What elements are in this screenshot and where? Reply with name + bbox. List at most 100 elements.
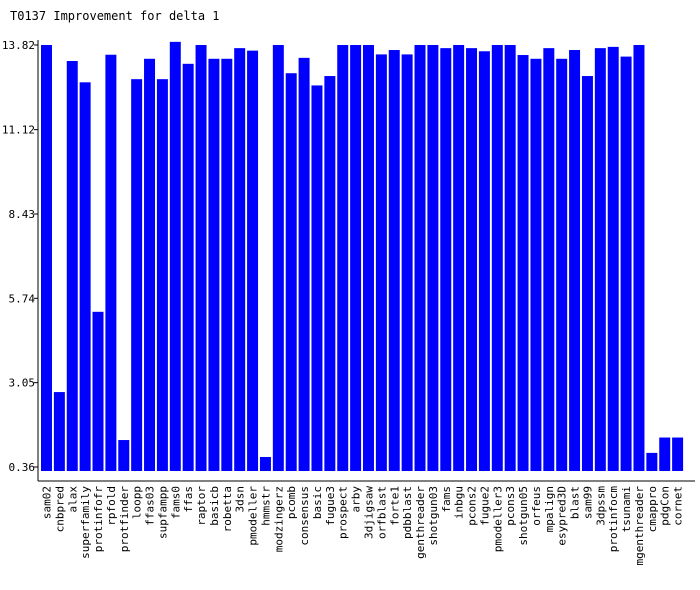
- bar-fams: [440, 48, 452, 471]
- bar-pcons3: [504, 45, 516, 471]
- x-tick-label: modzingerz: [272, 486, 285, 552]
- bar-ffas: [182, 63, 194, 472]
- x-tick-label: sam99: [581, 486, 594, 519]
- bar-pcomb: [285, 73, 297, 471]
- bar-cornet: [672, 437, 684, 471]
- bars: [41, 41, 684, 472]
- bar-protinfofr: [92, 311, 104, 471]
- y-tick-label: 3.05: [9, 377, 36, 390]
- x-tick-label: pdbblast: [401, 486, 414, 539]
- bar-fugue3: [324, 76, 336, 471]
- x-tick-label: fugue2: [478, 486, 491, 526]
- bar-shotgun05: [517, 55, 529, 471]
- bar-mgenthreader: [633, 45, 645, 471]
- x-tick-label: fams0: [169, 486, 182, 519]
- bar-consensus: [298, 57, 310, 471]
- x-tick-label: mpalign: [543, 486, 556, 532]
- y-tick-label: 13.82: [2, 39, 35, 52]
- bar-protfinder: [118, 440, 130, 471]
- x-tick-label: ffas: [182, 486, 195, 513]
- bar-modzingerz: [272, 45, 284, 471]
- bar-cmappro: [646, 452, 658, 471]
- bar-fams0: [169, 41, 181, 472]
- x-tick-label: protfinder: [118, 486, 131, 553]
- x-tick-label: protinfocm: [607, 486, 620, 553]
- bar-sam02: [41, 45, 52, 471]
- x-tick-label: blast: [569, 486, 582, 519]
- bar-superfamily: [79, 82, 91, 471]
- x-tick-label: cmappro: [646, 486, 659, 532]
- x-tick-label: sam02: [40, 486, 53, 519]
- bar-pcons2: [466, 48, 478, 471]
- bar-genthreader: [414, 45, 426, 471]
- bar-inbgu: [453, 45, 465, 471]
- bar-fugue2: [478, 51, 490, 472]
- y-tick-label: 0.36: [9, 461, 36, 474]
- x-tick-label: superfamily: [79, 486, 92, 559]
- bar-forte1: [388, 50, 400, 472]
- x-tick-label: inbgu: [453, 486, 466, 519]
- x-tick-label: pcons2: [466, 486, 479, 526]
- x-tick-label: orfeus: [530, 486, 543, 526]
- x-tick-label: alax: [66, 486, 79, 513]
- x-tick-label: loopp: [131, 486, 144, 519]
- y-axis-ticks: 0.36 3.05 5.74 8.43 11.12 13.82: [2, 39, 38, 474]
- y-tick-label: 5.74: [9, 292, 36, 305]
- bar-loopp: [131, 79, 143, 472]
- bar-rpfold: [105, 54, 117, 471]
- x-tick-label: esypred3D: [556, 486, 569, 546]
- x-tick-label: cnbpred: [53, 486, 66, 532]
- bar-3dsn: [234, 48, 246, 471]
- y-tick-label: 8.43: [9, 208, 36, 221]
- x-tick-label: pmodeller3: [491, 486, 504, 552]
- bar-basicb: [208, 58, 220, 471]
- bar-mpalign: [543, 48, 555, 471]
- x-tick-label: pcons3: [504, 486, 517, 526]
- x-tick-label: shotgun05: [517, 486, 530, 546]
- x-tick-label: orfblast: [375, 486, 388, 539]
- x-tick-label: 3dpssm: [594, 486, 607, 526]
- bar-raptor: [195, 45, 207, 471]
- bar-pdgCon: [659, 437, 671, 471]
- x-tick-label: cornet: [672, 486, 685, 526]
- bar-blast: [569, 50, 581, 472]
- bar-arby: [350, 45, 362, 471]
- x-tick-label: 3djigsaw: [362, 486, 375, 539]
- bar-pmodeller: [247, 50, 259, 471]
- x-tick-label: genthreader: [414, 486, 427, 559]
- bar-supfampp: [156, 79, 168, 472]
- x-tick-label: fams: [440, 486, 453, 513]
- x-tick-label: protinfofr: [92, 486, 105, 553]
- bar-robetta: [221, 58, 233, 471]
- x-tick-label: ffas03: [144, 486, 157, 526]
- x-tick-label: supfampp: [156, 486, 169, 539]
- x-tick-label: prospect: [337, 486, 350, 539]
- bar-prospect: [337, 45, 349, 471]
- x-tick-label: hmmstr: [259, 486, 272, 526]
- bar-sam99: [581, 76, 593, 471]
- bar-cnbpred: [53, 392, 65, 471]
- x-axis-labels: sam02 cnbpred alax superfamily protinfofr rpf…: [40, 486, 684, 566]
- bar-alax: [66, 60, 78, 472]
- bar-3dpssm: [594, 48, 606, 471]
- x-tick-label: shotgun03: [427, 486, 440, 546]
- x-tick-label: robetta: [221, 486, 234, 532]
- x-tick-label: fugue3: [324, 486, 337, 526]
- bar-protinfocm: [607, 46, 619, 471]
- x-tick-label: basicb: [208, 486, 221, 526]
- x-tick-label: rpfold: [105, 486, 118, 526]
- x-tick-label: basic: [311, 486, 324, 519]
- bar-orfeus: [530, 58, 542, 471]
- bar-pdbblast: [401, 54, 413, 471]
- x-tick-label: pmodeller: [247, 486, 260, 546]
- x-tick-label: consensus: [298, 486, 311, 546]
- x-tick-label: tsunami: [620, 486, 633, 532]
- x-tick-label: pcomb: [285, 486, 298, 519]
- y-tick-label: 11.12: [2, 124, 35, 137]
- chart-title: T0137 Improvement for delta 1: [10, 9, 220, 23]
- x-tick-label: 3dsn: [234, 486, 247, 513]
- bar-3djigsaw: [363, 45, 374, 471]
- x-tick-label: arby: [350, 486, 363, 513]
- bar-tsunami: [620, 56, 632, 471]
